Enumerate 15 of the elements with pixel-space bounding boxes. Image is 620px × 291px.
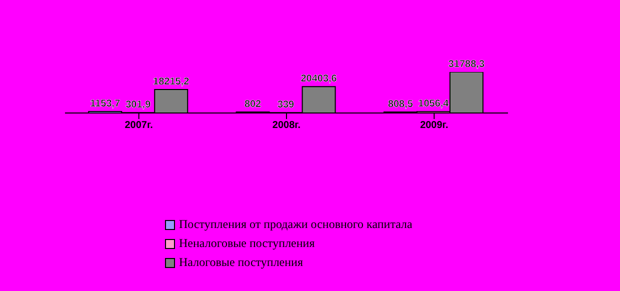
x-tick-label: 2009г. xyxy=(420,120,448,132)
data-label: 1153,7 xyxy=(90,98,121,110)
data-label: 339 xyxy=(277,100,295,111)
x-tick-label: 2008г. xyxy=(272,120,301,132)
data-label: 301,9 xyxy=(126,100,152,111)
data-label: 18215,2 xyxy=(153,76,190,88)
x-tick-label: 2007г. xyxy=(124,120,154,132)
data-label: 1056,4 xyxy=(418,98,450,110)
data-label: 802 xyxy=(244,98,262,110)
data-label: 20403,6 xyxy=(300,74,338,85)
legend-label: Поступления от продажи основного капитала xyxy=(179,216,412,233)
legend-label: Неналоговые поступления xyxy=(179,235,315,252)
legend-label: Налоговые поступления xyxy=(179,254,303,271)
data-label: 808,5 xyxy=(388,98,414,110)
data-label: 31788,3 xyxy=(448,59,485,70)
